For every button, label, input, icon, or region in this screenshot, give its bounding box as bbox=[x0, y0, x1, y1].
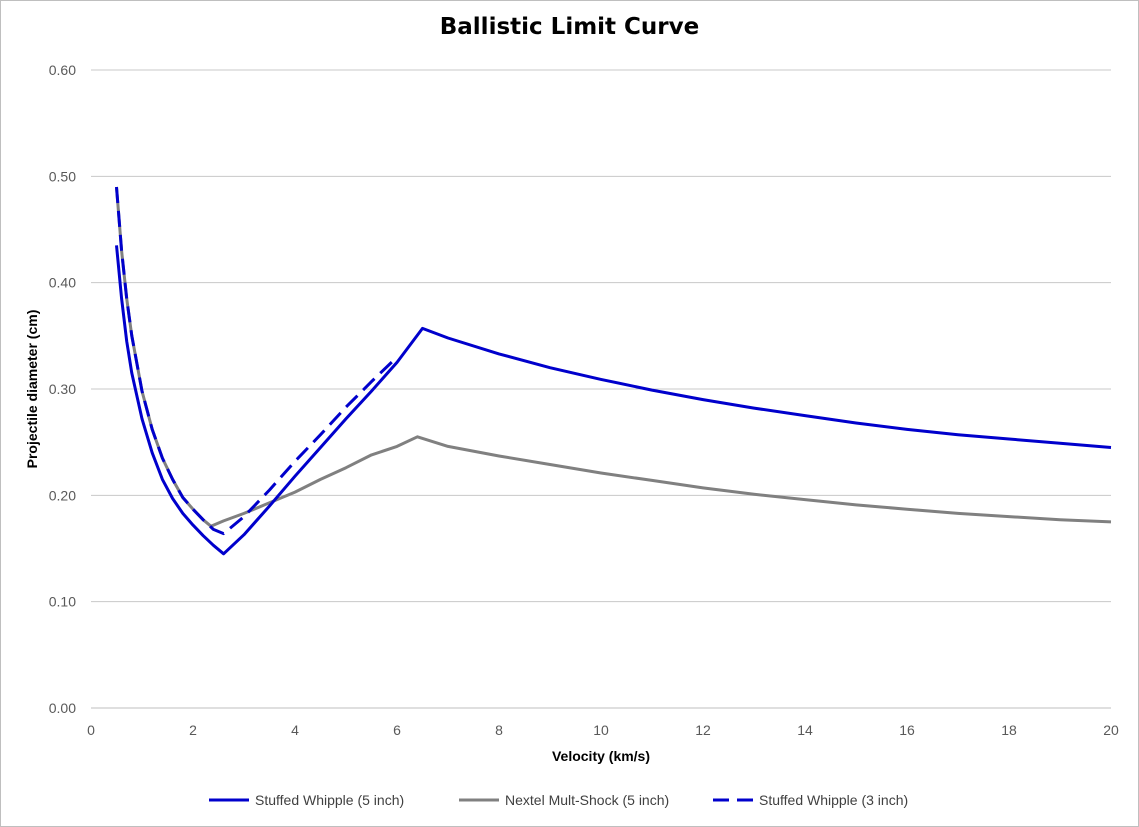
x-tick-label: 0 bbox=[87, 722, 95, 738]
x-tick-label: 16 bbox=[899, 722, 915, 738]
legend-label: Stuffed Whipple (5 inch) bbox=[255, 792, 404, 808]
x-tick-label: 12 bbox=[695, 722, 711, 738]
y-tick-label: 0.10 bbox=[49, 594, 76, 610]
x-tick-label: 10 bbox=[593, 722, 609, 738]
chart-title: Ballistic Limit Curve bbox=[439, 14, 700, 40]
x-tick-label: 18 bbox=[1001, 722, 1017, 738]
series-line-2 bbox=[115, 186, 1112, 528]
y-tick-labels: 0.00 0.10 0.20 0.30 0.40 0.50 0.60 bbox=[49, 62, 76, 716]
x-tick-labels: 0 2 4 6 8 10 12 14 16 18 20 bbox=[87, 722, 1119, 738]
series-line-3 bbox=[115, 186, 399, 536]
y-tick-label: 0.40 bbox=[49, 275, 76, 291]
x-tick-label: 14 bbox=[797, 722, 813, 738]
y-tick-label: 0.50 bbox=[49, 168, 76, 184]
y-tick-label: 0.30 bbox=[49, 381, 76, 397]
x-axis-title: Velocity (km/s) bbox=[552, 748, 650, 764]
x-tick-label: 6 bbox=[393, 722, 401, 738]
y-tick-label: 0.20 bbox=[49, 487, 76, 503]
legend: Stuffed Whipple (5 inch) Nextel Mult-Shoc… bbox=[209, 792, 908, 808]
x-tick-label: 4 bbox=[291, 722, 299, 738]
gridlines bbox=[91, 69, 1111, 709]
y-tick-label: 0.00 bbox=[49, 700, 76, 716]
x-tick-label: 2 bbox=[189, 722, 197, 738]
x-tick-label: 20 bbox=[1103, 722, 1119, 738]
series-lines bbox=[115, 186, 1112, 556]
x-tick-label: 8 bbox=[495, 722, 503, 738]
legend-label: Stuffed Whipple (3 inch) bbox=[759, 792, 908, 808]
y-tick-label: 0.60 bbox=[49, 62, 76, 78]
legend-label: Nextel Mult-Shock (5 inch) bbox=[505, 792, 669, 808]
y-axis-title: Projectile diameter (cm) bbox=[24, 310, 40, 469]
series-line-1 bbox=[115, 245, 1112, 556]
